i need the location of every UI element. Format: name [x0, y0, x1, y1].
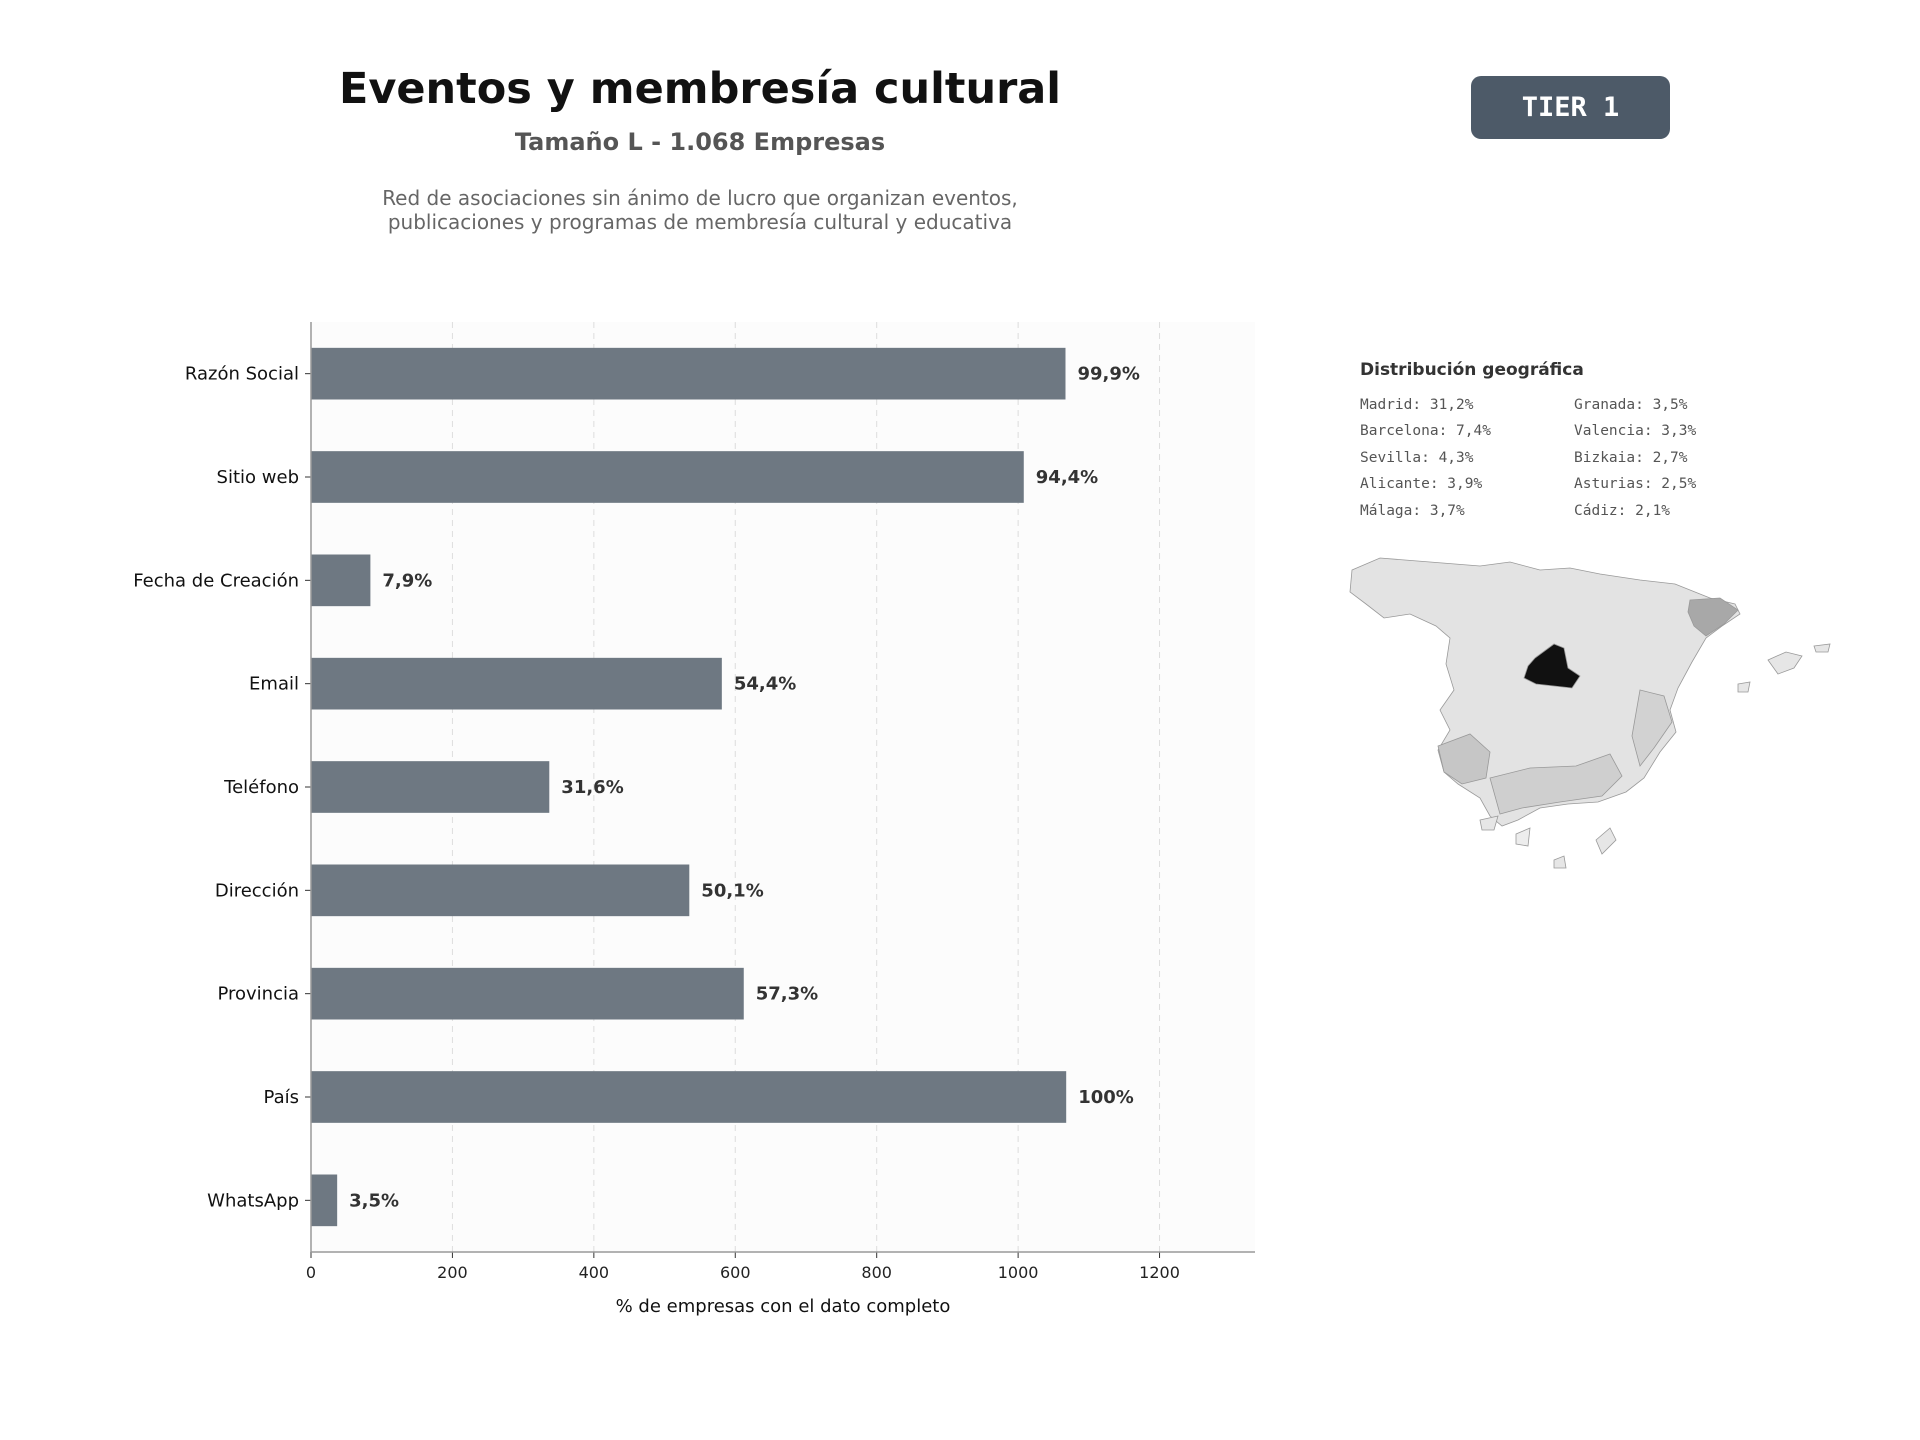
bar — [311, 657, 722, 710]
geo-item: Valencia: 3,3% — [1574, 423, 1697, 440]
map-canary-island-2 — [1515, 827, 1531, 847]
geo-item: Bizkaia: 2,7% — [1574, 449, 1688, 466]
category-label: Email — [249, 674, 299, 695]
bar — [311, 761, 550, 813]
map-balearic-islands — [1767, 651, 1803, 675]
geo-title: Distribución geográfica — [1360, 360, 1584, 380]
category-label: Teléfono — [223, 777, 299, 798]
data-label: 3,5% — [349, 1190, 399, 1211]
x-tick-label: 1000 — [998, 1263, 1039, 1282]
page-title: Eventos y membresía cultural — [338, 64, 1062, 114]
category-label: Razón Social — [185, 364, 299, 385]
category-label: País — [264, 1087, 299, 1108]
x-axis-label: % de empresas con el dato completo — [616, 1296, 951, 1317]
page-subtitle: Tamaño L - 1.068 Empresas — [514, 128, 886, 156]
geo-item: Madrid: 31,2% — [1360, 397, 1474, 413]
bar — [311, 451, 1024, 503]
description-line-2: publicaciones y programas de membresía c… — [387, 210, 1013, 234]
bar — [311, 1174, 338, 1227]
geo-item: Alicante: 3,9% — [1360, 476, 1483, 493]
bar — [311, 967, 744, 1020]
geo-item: Málaga: 3,7% — [1360, 502, 1465, 519]
map-canary-island-3 — [1553, 855, 1567, 869]
map-ibiza — [1737, 681, 1751, 693]
bar — [311, 864, 690, 917]
category-label: WhatsApp — [207, 1190, 299, 1211]
category-label: Sitio web — [217, 467, 299, 488]
data-label: 57,3% — [756, 984, 818, 1005]
geo-item: Barcelona: 7,4% — [1360, 423, 1491, 440]
geo-item: Sevilla: 4,3% — [1360, 449, 1474, 466]
map-minorca — [1813, 643, 1831, 653]
map-valencia-region — [1631, 689, 1673, 767]
map-andalusia-west — [1437, 733, 1491, 785]
data-label: 7,9% — [382, 570, 432, 591]
bar — [311, 1071, 1067, 1123]
bar — [311, 347, 1066, 400]
category-label: Fecha de Creación — [133, 570, 299, 591]
map-madrid-region — [1523, 643, 1581, 689]
geo-item: Cádiz: 2,1% — [1574, 502, 1671, 519]
x-tick-label: 200 — [437, 1263, 468, 1282]
data-label: 50,1% — [701, 880, 763, 901]
x-tick-label: 1200 — [1139, 1263, 1180, 1282]
x-tick-label: 600 — [720, 1263, 751, 1282]
data-label: 99,9% — [1077, 364, 1139, 385]
map-canary-island-1 — [1479, 815, 1499, 831]
spain-map — [1349, 557, 1831, 869]
bar — [311, 554, 371, 607]
category-label: Provincia — [217, 984, 299, 1005]
x-tick-label: 400 — [579, 1263, 610, 1282]
data-label: 100% — [1078, 1087, 1134, 1108]
bar-chart: 0 200 400 600 800 1000 1200 Razón Social 99,9% Si… — [133, 322, 1255, 1317]
description-line-1: Red de asociaciones sin ánimo de lucro q… — [382, 186, 1018, 210]
data-label: 94,4% — [1036, 467, 1098, 488]
x-tick-label: 800 — [861, 1263, 892, 1282]
map-canary-island-4 — [1595, 827, 1617, 855]
geo-item: Asturias: 2,5% — [1574, 476, 1697, 493]
data-label: 31,6% — [561, 777, 623, 798]
map-catalonia-region — [1687, 597, 1739, 637]
description: Red de asociaciones sin ánimo de lucro q… — [200, 186, 1200, 234]
map-andalusia-east — [1489, 753, 1623, 815]
tier-badge: TIER 1 — [1471, 76, 1670, 139]
category-label: Dirección — [215, 880, 299, 901]
data-label: 54,4% — [734, 674, 796, 695]
x-tick-label: 0 — [306, 1263, 316, 1282]
geo-item: Granada: 3,5% — [1574, 397, 1688, 413]
